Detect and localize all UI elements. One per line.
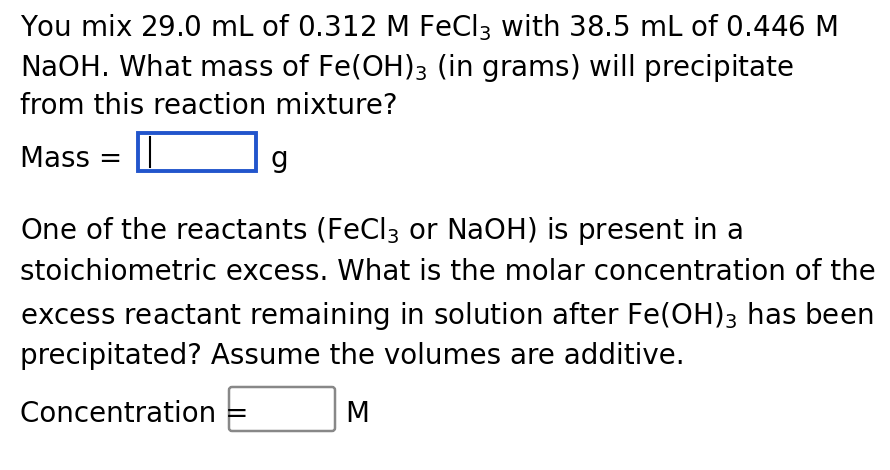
Text: g: g — [270, 145, 287, 173]
Text: M: M — [345, 400, 369, 428]
Text: stoichiometric excess. What is the molar concentration of the: stoichiometric excess. What is the molar… — [20, 258, 876, 286]
Text: You mix 29.0 mL of 0.312 M FeCl$_3$ with 38.5 mL of 0.446 M: You mix 29.0 mL of 0.312 M FeCl$_3$ with… — [20, 12, 837, 43]
Text: from this reaction mixture?: from this reaction mixture? — [20, 92, 398, 120]
Text: NaOH. What mass of Fe(OH)$_3$ (in grams) will precipitate: NaOH. What mass of Fe(OH)$_3$ (in grams)… — [20, 52, 794, 84]
Text: Mass =: Mass = — [20, 145, 131, 173]
Text: excess reactant remaining in solution after Fe(OH)$_3$ has been: excess reactant remaining in solution af… — [20, 300, 873, 332]
Text: precipitated? Assume the volumes are additive.: precipitated? Assume the volumes are add… — [20, 342, 684, 370]
FancyBboxPatch shape — [229, 387, 335, 431]
FancyBboxPatch shape — [138, 133, 256, 171]
Text: One of the reactants (FeCl$_3$ or NaOH) is present in a: One of the reactants (FeCl$_3$ or NaOH) … — [20, 215, 742, 247]
Text: Concentration =: Concentration = — [20, 400, 257, 428]
